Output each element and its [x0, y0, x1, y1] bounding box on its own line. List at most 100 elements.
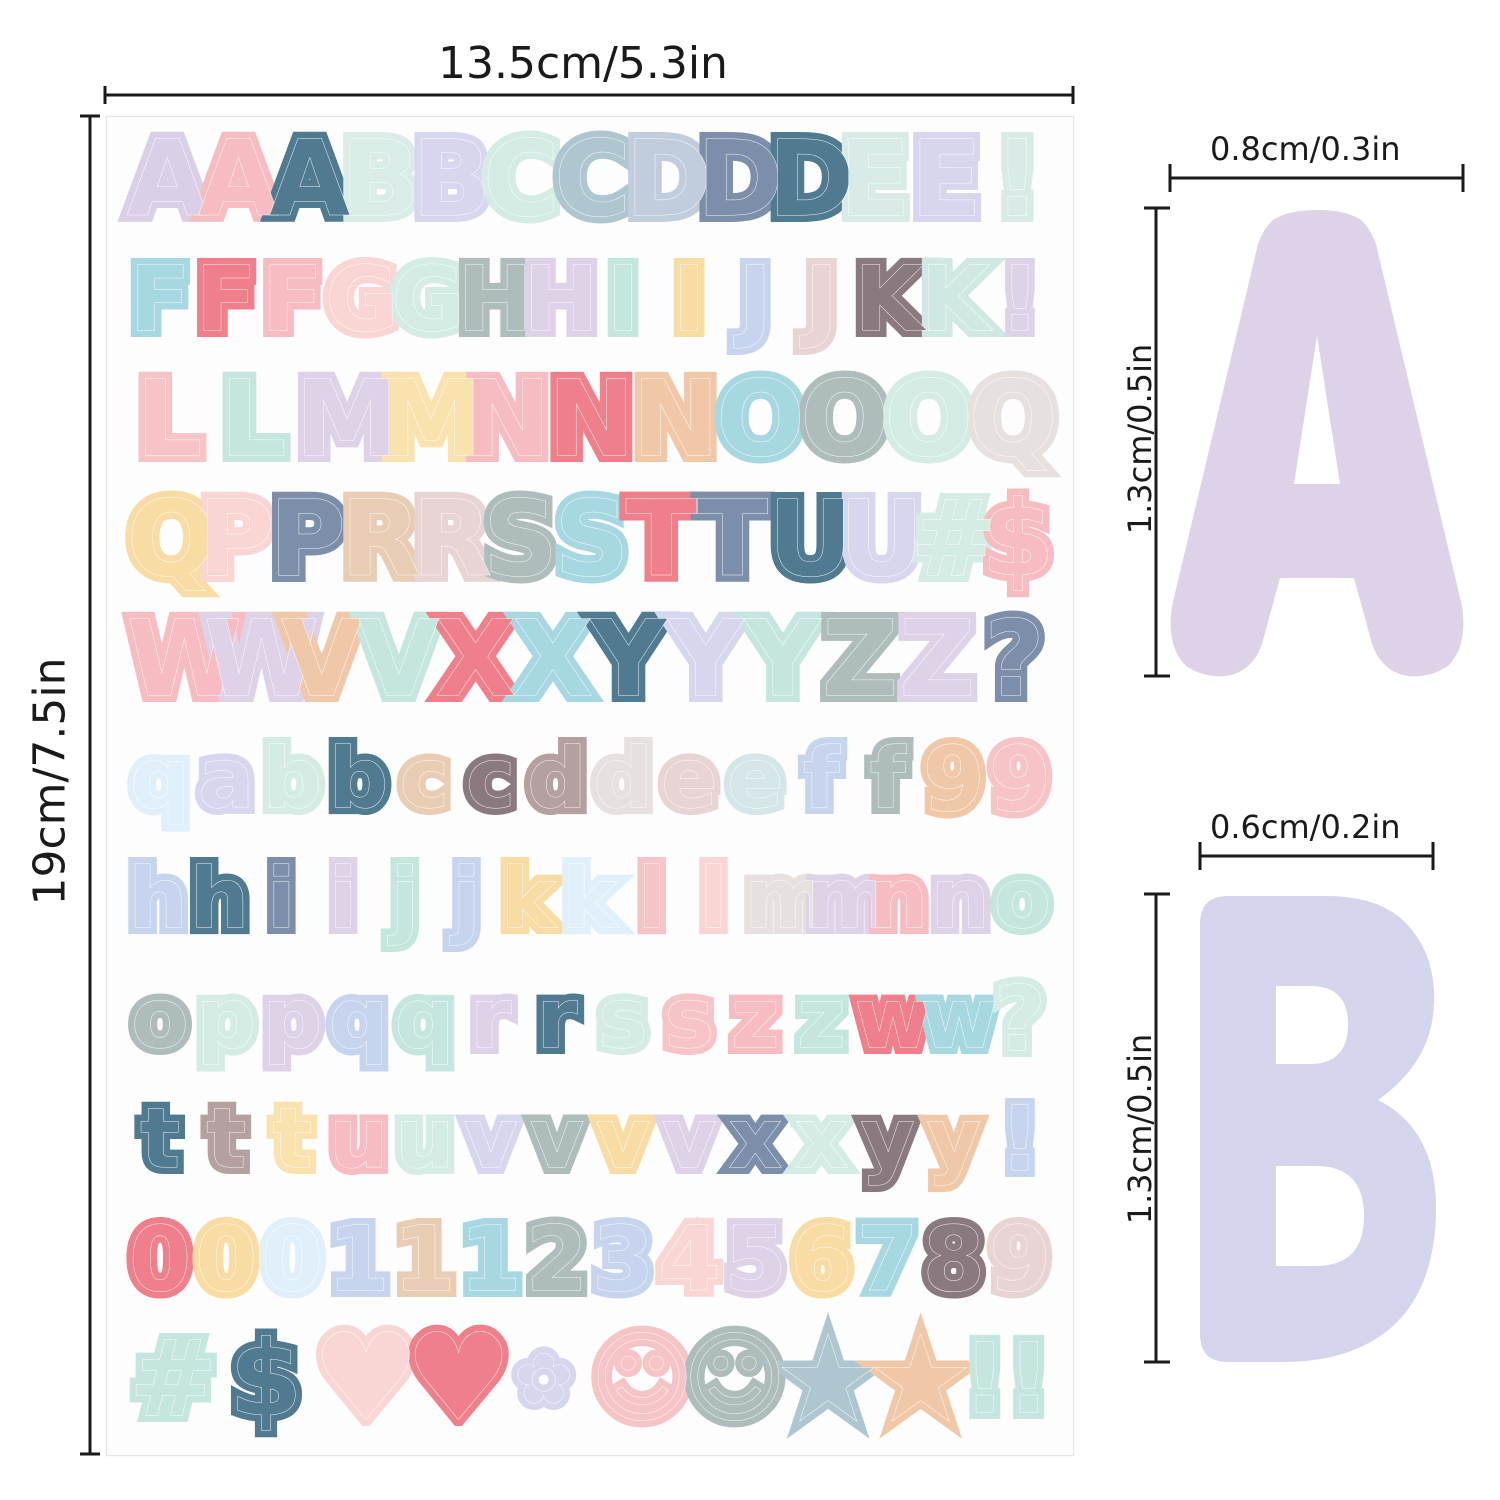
sticker-backing: ! — [987, 114, 1048, 244]
sticker-character: y — [926, 1090, 981, 1188]
sticker-backing: F — [255, 240, 330, 358]
sticker-backing: 0 — [122, 1200, 198, 1318]
sticker-backing: b — [256, 723, 329, 834]
sticker-character: ☺ — [589, 1320, 695, 1437]
sticker-character: Y — [668, 598, 744, 720]
sticker-backing: y — [854, 1083, 922, 1194]
sticker-backing: 9 — [982, 720, 1058, 838]
sticker-backing: O — [878, 354, 980, 484]
sticker-backing: Z — [893, 594, 982, 724]
sticker-character: C — [483, 118, 560, 240]
sticker-character: z — [731, 970, 780, 1068]
sticker-glyph: ♥ ♥ — [398, 1312, 520, 1446]
sticker-backing: q — [388, 963, 461, 1074]
sticker-character: s — [664, 970, 714, 1068]
sticker-character: J — [738, 247, 772, 352]
sticker-backing: $ — [223, 1314, 309, 1444]
sticker-character: Z — [899, 598, 975, 720]
sticker-backing: S — [547, 474, 636, 604]
sticker-character: r — [536, 970, 578, 1068]
sticker-backing: X — [506, 594, 600, 724]
sticker-character: ! — [993, 118, 1042, 240]
sticker-character: V — [358, 598, 439, 720]
sticker-backing: r — [463, 963, 518, 1074]
sticker-backing: u — [322, 1083, 395, 1194]
sticker-character: E — [839, 118, 911, 240]
sticker-character: k — [500, 850, 556, 948]
sticker-character: N — [463, 358, 551, 480]
sticker-backing: O — [709, 354, 811, 484]
sticker-character: z — [797, 970, 846, 1068]
sticker-character: 0 — [195, 1207, 258, 1312]
sticker-backing: I — [599, 240, 646, 358]
sticker-backing: L — [129, 354, 209, 484]
sticker-backing: N — [625, 354, 726, 484]
sticker-character: o — [131, 970, 189, 1068]
sticker-backing: k — [494, 843, 563, 954]
sticker-character: S — [554, 478, 630, 600]
sticker-backing: y — [920, 1083, 988, 1194]
sticker-backing: p — [256, 963, 329, 1074]
sticker-character: ★ — [867, 1310, 974, 1448]
sticker-backing: 4 — [651, 1200, 727, 1318]
sticker-character: h — [190, 850, 250, 948]
sticker-character: ! — [999, 247, 1041, 352]
sticker-backing: c — [459, 723, 522, 834]
sticker-backing: p — [189, 963, 262, 1074]
sticker-glyph: $ $ — [220, 1314, 313, 1444]
sticker-character: X — [512, 598, 594, 720]
letter-b-width-line — [1198, 842, 1435, 870]
sticker-character: v — [529, 1090, 584, 1188]
sticker-backing: G — [318, 240, 405, 358]
sticker-character: N — [632, 358, 720, 480]
sticker-backing: v — [655, 1083, 723, 1194]
sticker-character: s — [598, 970, 648, 1068]
sticker-character: D — [625, 118, 712, 240]
sticker-glyph: !! — [982, 114, 1053, 244]
letter-a-height-line — [1144, 206, 1170, 678]
letter-b-height-label: 1.3cm/0.5in — [1121, 1033, 1159, 1225]
sticker-character: k — [562, 850, 618, 948]
sticker-backing: d — [586, 723, 659, 834]
letter-a-width-line — [1168, 164, 1465, 192]
sticker-character: I — [672, 247, 706, 352]
sticker-character: t — [140, 1090, 181, 1188]
sticker-backing: I — [666, 240, 713, 358]
sticker-backing: e — [654, 723, 724, 834]
sticker-row: t t t t t t u u u u v v v v v v v v x x x x y y y y!! — [127, 1080, 1053, 1198]
sticker-character: ? — [984, 598, 1045, 720]
sticker-glyph: !!!! — [956, 1316, 1058, 1442]
